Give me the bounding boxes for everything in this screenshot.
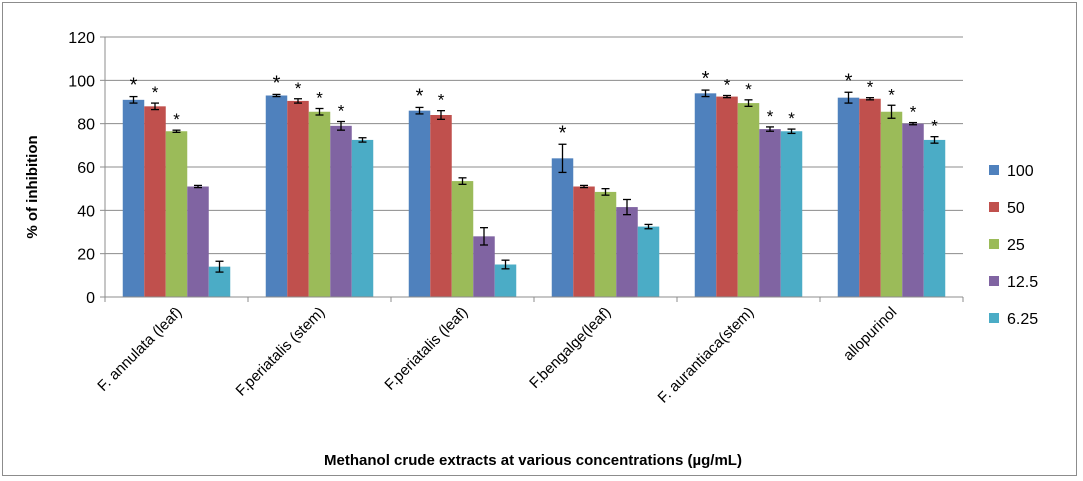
bar — [265, 95, 288, 297]
significance-marker: * — [559, 122, 567, 144]
legend: 100 50 25 12.5 6.25 — [989, 163, 1038, 328]
bar — [551, 158, 574, 297]
bar — [408, 110, 431, 298]
y-tick-label: 0 — [86, 290, 95, 307]
bar — [122, 99, 145, 297]
legend-label: 50 — [1007, 200, 1025, 217]
y-tick-label: 100 — [68, 73, 95, 90]
bar — [837, 97, 860, 298]
bar — [880, 111, 903, 297]
bar — [144, 106, 166, 297]
bar — [780, 131, 803, 297]
y-tick-label: 120 — [68, 30, 95, 47]
significance-marker: * — [745, 80, 752, 99]
legend-label: 25 — [1007, 237, 1025, 254]
significance-marker: * — [295, 79, 302, 98]
bar — [737, 103, 760, 297]
significance-marker: * — [702, 68, 710, 90]
significance-marker: * — [910, 103, 917, 122]
gridlines — [105, 36, 963, 255]
bar — [902, 123, 924, 298]
significance-marker: * — [130, 75, 138, 97]
significance-marker: * — [416, 85, 424, 107]
x-tick-label: F.periatalis (leaf) — [381, 304, 471, 394]
bar — [594, 191, 617, 297]
bar — [694, 93, 717, 297]
significance-marker: * — [788, 109, 795, 128]
significance-marker: * — [845, 70, 853, 92]
significance-marker: * — [767, 107, 774, 126]
y-tick-label: 60 — [77, 160, 95, 177]
significance-marker: * — [273, 72, 281, 94]
x-tick-label: allopurinol — [840, 304, 900, 364]
x-tick-label: F. annulata (leaf) — [94, 304, 185, 395]
x-tick-label: F. aurantiaca(stem) — [655, 304, 758, 407]
bar — [308, 111, 331, 297]
error-bars — [129, 89, 939, 273]
legend-label: 100 — [1007, 163, 1034, 180]
bar — [859, 98, 881, 297]
legend-swatch — [989, 313, 999, 323]
bar — [451, 181, 474, 297]
y-axis-ticks: 0 20 40 60 80 100 120 — [68, 30, 105, 307]
bar — [923, 139, 946, 297]
bar — [430, 115, 452, 297]
bar — [351, 139, 374, 297]
bar — [187, 186, 209, 297]
significance-marker: * — [888, 85, 895, 104]
bar — [208, 266, 231, 297]
bar — [494, 264, 517, 297]
significance-marker: * — [867, 78, 874, 97]
x-tick-label: F.bengalge(leaf) — [526, 304, 614, 392]
legend-swatch — [989, 202, 999, 212]
y-tick-label: 80 — [77, 117, 95, 134]
chart-frame: 0 20 40 60 80 100 120 * * * * * * * * * * * * * * * * * * * * F. … — [2, 2, 1077, 476]
bar-chart: 0 20 40 60 80 100 120 * * * * * * * * * * * * * * * * * * * * F. … — [24, 30, 1038, 469]
bars — [122, 93, 946, 298]
legend-swatch — [989, 239, 999, 249]
legend-swatch — [989, 165, 999, 175]
significance-marker: * — [338, 102, 345, 121]
bar — [473, 236, 495, 297]
significance-marker: * — [438, 91, 445, 110]
legend-label: 12.5 — [1007, 274, 1038, 291]
bar — [637, 226, 660, 297]
significance-marker: * — [152, 83, 159, 102]
x-axis-label: Methanol crude extracts at various conce… — [324, 452, 742, 469]
y-tick-label: 40 — [77, 203, 95, 220]
y-axis-label: % of inhibition — [24, 135, 41, 238]
legend-swatch — [989, 276, 999, 286]
x-tick-label: F.periatalis (stem) — [233, 304, 329, 400]
bar — [573, 186, 595, 297]
bar — [759, 129, 781, 297]
bar — [716, 96, 738, 297]
y-tick-label: 20 — [77, 247, 95, 264]
significance-marker: * — [316, 89, 323, 108]
significance-marker: * — [173, 110, 180, 129]
x-axis-ticks: F. annulata (leaf) F.periatalis (stem) F.p… — [94, 297, 964, 407]
significance-markers: * * * * * * * * * * * * * * * * * * * * — [130, 68, 939, 144]
legend-label: 6.25 — [1007, 311, 1038, 328]
significance-marker: * — [931, 117, 938, 136]
bar — [165, 131, 188, 297]
bar — [287, 100, 309, 298]
significance-marker: * — [724, 76, 731, 95]
bar — [330, 125, 352, 297]
bar — [616, 207, 638, 297]
